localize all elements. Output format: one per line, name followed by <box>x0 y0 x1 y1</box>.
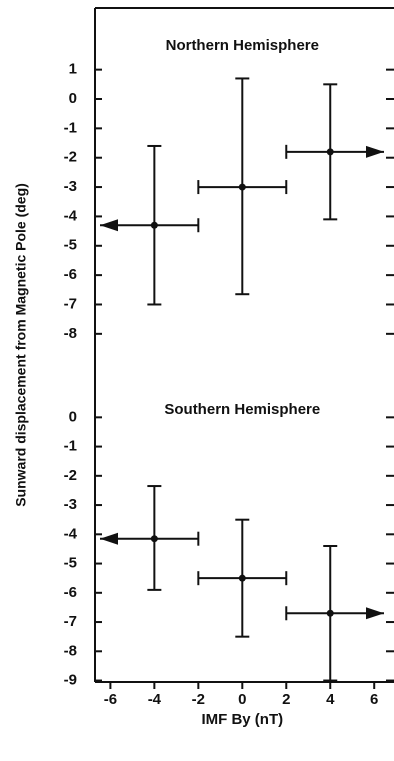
y-tick-label: -5 <box>64 555 77 572</box>
x-axis-label: IMF By (nT) <box>201 711 283 728</box>
open-range-arrow <box>366 607 384 620</box>
data-point <box>150 535 158 543</box>
y-tick-label: -2 <box>64 467 77 484</box>
data-point <box>150 221 158 229</box>
data-point <box>326 148 334 156</box>
x-tick-label: -4 <box>148 691 162 708</box>
y-tick-label: -7 <box>64 295 77 312</box>
data-point <box>238 574 246 582</box>
y-tick-label: 0 <box>69 90 77 107</box>
y-tick-label: -8 <box>64 325 77 342</box>
panel-title: Northern Hemisphere <box>166 37 319 54</box>
panel-title: Southern Hemisphere <box>164 401 320 418</box>
open-range-arrow <box>366 145 384 158</box>
y-tick-label: -1 <box>64 438 77 455</box>
x-tick-label: 0 <box>238 691 246 708</box>
y-tick-label: -8 <box>64 642 77 659</box>
y-tick-label: -2 <box>64 149 77 166</box>
y-tick-label: 1 <box>69 61 77 78</box>
x-tick-label: 6 <box>370 691 378 708</box>
y-axis-label: Sunward displacement from Magnetic Pole … <box>13 183 29 507</box>
y-tick-label: -4 <box>64 207 78 224</box>
x-tick-label: -2 <box>192 691 205 708</box>
y-tick-label: -7 <box>64 613 77 630</box>
y-tick-label: -3 <box>64 496 77 513</box>
x-tick-label: 2 <box>282 691 290 708</box>
data-point <box>326 609 334 617</box>
open-range-arrow <box>100 219 118 232</box>
open-range-arrow <box>100 532 118 545</box>
y-tick-label: -4 <box>64 525 78 542</box>
y-tick-label: -6 <box>64 584 77 601</box>
y-tick-label: -1 <box>64 119 77 136</box>
y-tick-label: -9 <box>64 672 77 689</box>
y-tick-label: -3 <box>64 178 77 195</box>
y-tick-label: 0 <box>69 408 77 425</box>
data-point <box>238 183 246 191</box>
x-tick-label: 4 <box>326 691 335 708</box>
y-tick-label: -6 <box>64 266 77 283</box>
x-tick-label: -6 <box>104 691 117 708</box>
y-tick-label: -5 <box>64 237 77 254</box>
